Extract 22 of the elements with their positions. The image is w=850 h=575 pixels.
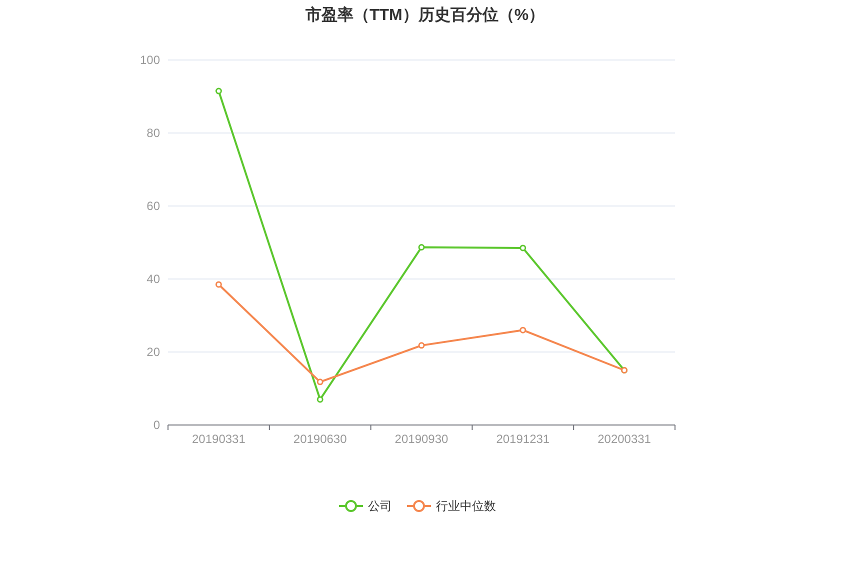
x-tick-label: 20190331 [192, 432, 246, 446]
y-tick-label: 40 [146, 272, 160, 286]
x-tick-label: 20191231 [496, 432, 550, 446]
point [520, 244, 526, 252]
point [418, 244, 425, 250]
x-tick-label: 20200331 [598, 432, 652, 446]
point [215, 88, 222, 94]
y-tick-label: 0 [153, 418, 160, 432]
point [215, 281, 222, 288]
x-tick-label: 20190630 [293, 432, 348, 446]
point [520, 326, 526, 334]
y-tick-label: 20 [146, 345, 160, 359]
point [418, 342, 425, 349]
point [316, 396, 324, 403]
y-tick-label: 60 [146, 199, 160, 213]
point [316, 378, 324, 386]
y-tick-label: 80 [146, 126, 160, 140]
y-tick-label: 100 [140, 53, 160, 67]
legend-label: 行业中位数 [436, 499, 496, 513]
x-tick-label: 20190930 [394, 432, 449, 446]
legend-label: 公司 [368, 499, 392, 513]
chart-title: 市盈率（TTM）历史百分位（%） [304, 5, 545, 24]
